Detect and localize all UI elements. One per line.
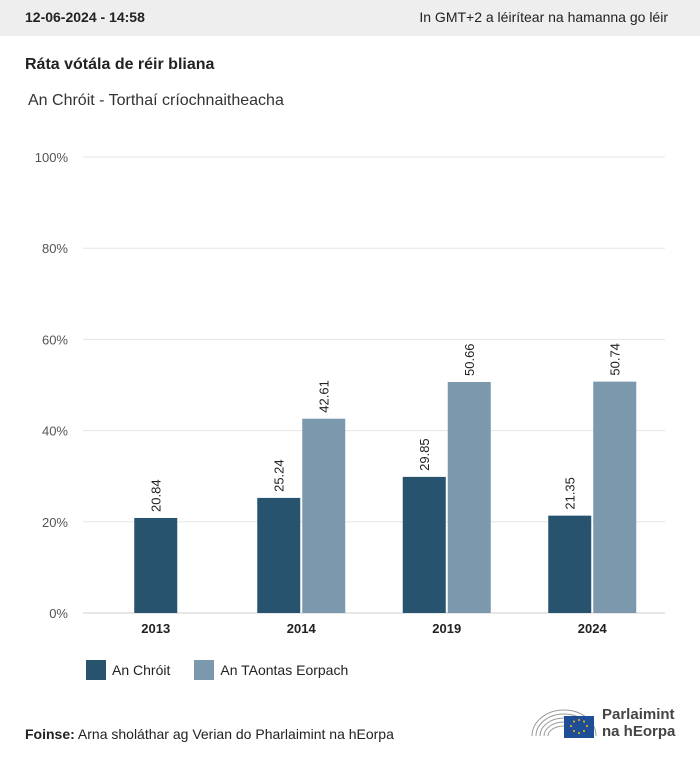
x-tick-label: 2019: [432, 621, 461, 636]
x-tick-label: 2024: [578, 621, 608, 636]
source-label: Foinse:: [25, 726, 75, 742]
chart-subtitle: An Chróit - Torthaí críochnaitheacha: [28, 92, 284, 109]
legend-item-series-2[interactable]: An TAontas Eorpach: [194, 660, 348, 680]
chart-title: Ráta vótála de réir bliana: [25, 56, 215, 73]
y-tick-label: 0%: [49, 606, 68, 621]
bar-2013-series-1: [134, 517, 178, 613]
y-tick-label: 40%: [42, 424, 68, 439]
y-tick-label: 60%: [42, 332, 68, 347]
legend-swatch-series-1: [86, 660, 106, 680]
top-bar: 12-06-2024 - 14:58 In GMT+2 a léirítear …: [0, 0, 700, 36]
data-label: 20.84: [149, 479, 164, 512]
eu-parliament-hemicycle-icon: [531, 709, 597, 738]
source-text: Arna sholáthar ag Verian do Pharlaimint …: [77, 726, 394, 742]
bar-2019-series-2: [447, 381, 491, 613]
data-label: 29.85: [417, 438, 432, 471]
bar-2019-series-1: [402, 476, 446, 613]
data-label: 50.74: [608, 343, 623, 376]
data-label: 25.24: [272, 459, 287, 492]
y-tick-label: 20%: [42, 515, 68, 530]
logo-line-2: na hEorpa: [602, 723, 676, 740]
bar-2024-series-2: [593, 381, 637, 613]
bar-2014-series-2: [302, 418, 346, 613]
bar-2024-series-1: [548, 515, 592, 613]
x-tick-label: 2013: [141, 621, 170, 636]
x-tick-label: 2014: [287, 621, 317, 636]
bar-2014-series-1: [257, 497, 301, 613]
y-tick-label: 100%: [35, 150, 69, 165]
legend-label-series-2: An TAontas Eorpach: [220, 662, 349, 678]
bar-chart: 0% 20% 40% 60% 80% 100% 20.84 2013 25.24 42.61 201…: [35, 150, 665, 636]
logo-text: Parlaimint na hEorpa: [602, 706, 675, 740]
source-note: Foinse: Arna sholáthar ag Verian do Phar…: [25, 726, 394, 742]
legend-item-series-1[interactable]: An Chróit: [86, 660, 170, 680]
timezone-note: In GMT+2 a léirítear na hamanna go léir: [419, 9, 668, 25]
legend-label-series-1: An Chróit: [112, 662, 171, 678]
logo-line-1: Parlaimint: [602, 706, 675, 723]
data-label: 50.66: [462, 343, 477, 376]
ep-logo: Parlaimint na hEorpa: [530, 702, 680, 744]
legend: An Chróit An TAontas Eorpach: [86, 660, 372, 680]
data-label: 42.61: [317, 380, 332, 413]
data-label: 21.35: [563, 477, 578, 510]
timestamp: 12-06-2024 - 14:58: [25, 9, 145, 25]
y-tick-label: 80%: [42, 241, 68, 256]
legend-swatch-series-2: [194, 660, 215, 680]
